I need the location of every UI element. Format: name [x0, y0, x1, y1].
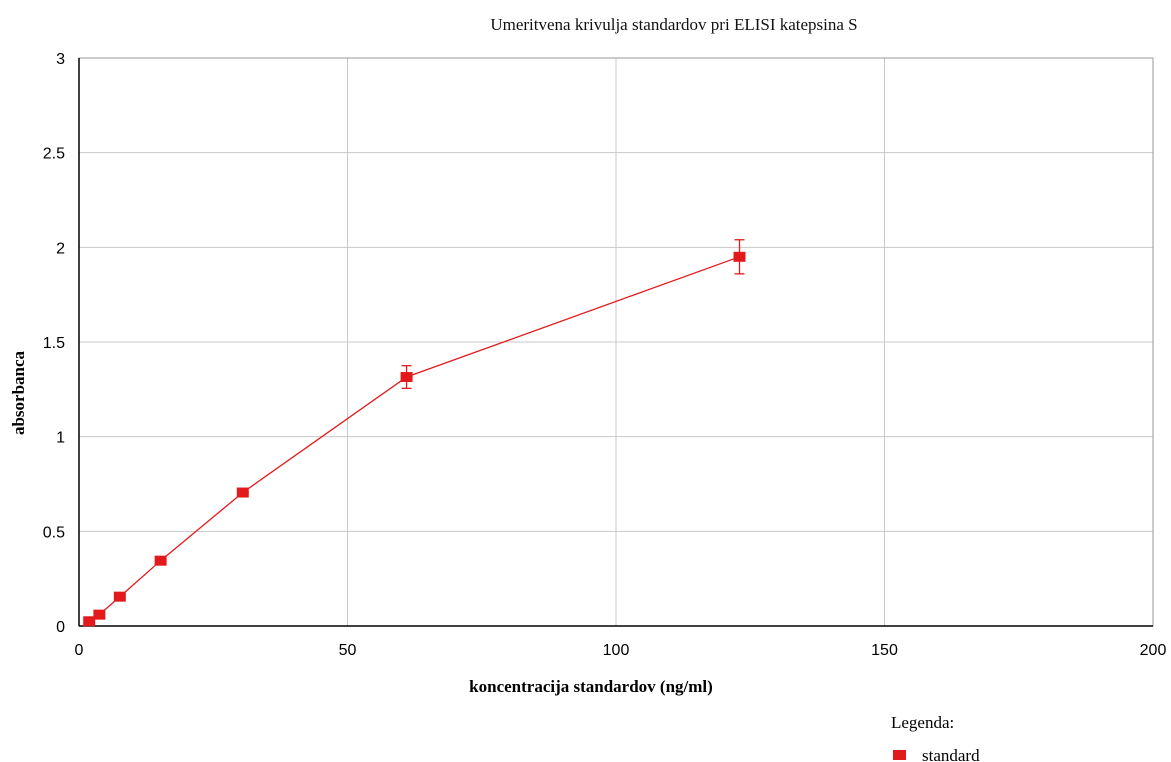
data-point [93, 609, 106, 620]
y-tick-label: 1.5 [43, 335, 65, 352]
chart-title: Umeritvena krivulja standardov pri ELISI… [490, 15, 857, 34]
x-axis-label: koncentracija standardov (ng/ml) [469, 677, 713, 696]
x-tick-label: 100 [603, 642, 630, 659]
x-tick-label: 200 [1140, 642, 1167, 659]
data-point [154, 555, 167, 566]
data-point [236, 487, 249, 498]
y-tick-label: 2.5 [43, 146, 65, 163]
y-tick-label: 3 [56, 51, 65, 68]
y-tick-labels: 0 0.5 1 1.5 2 2.5 3 [43, 51, 65, 636]
y-tick-label: 0.5 [43, 524, 65, 541]
legend: Legenda: standard [891, 713, 980, 762]
legend-label-standard: standard [922, 746, 980, 762]
y-tick-label: 2 [56, 240, 65, 257]
y-tick-label: 0 [56, 619, 65, 636]
data-point [83, 616, 96, 627]
x-tick-label: 50 [339, 642, 357, 659]
y-axis-label: absorbanca [9, 350, 28, 435]
legend-title: Legenda: [891, 713, 954, 732]
x-tick-label: 0 [75, 642, 84, 659]
data-point [400, 372, 413, 383]
series-layer [83, 239, 746, 627]
legend-swatch [893, 750, 906, 760]
data-point [733, 251, 746, 262]
x-tick-label: 150 [871, 642, 898, 659]
data-point [113, 591, 126, 602]
y-tick-label: 1 [56, 430, 65, 447]
x-tick-labels: 0 50 100 150 200 [75, 642, 1167, 659]
